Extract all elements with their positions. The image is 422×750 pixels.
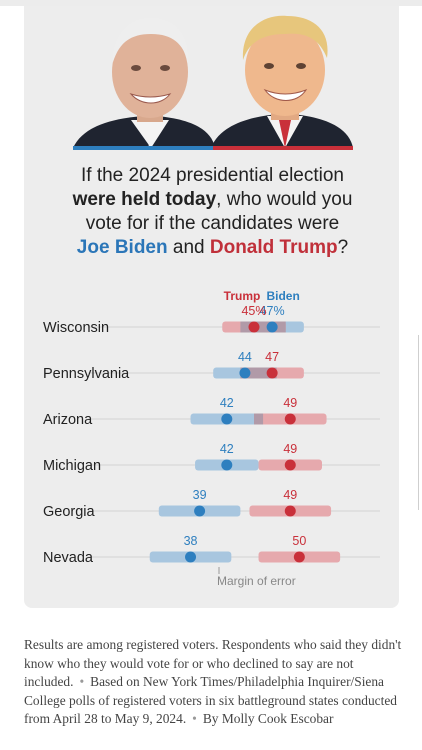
trump-value-label: 49 (283, 488, 297, 502)
candidate-color-bar (73, 146, 353, 150)
footnote-byline: By Molly Cook Escobar (202, 711, 334, 726)
overlap-moe-band (254, 413, 264, 425)
trump-color-strip (213, 146, 353, 150)
trump-dot (248, 321, 260, 333)
question-bold: were held today (72, 189, 217, 210)
poll-question: If the 2024 presidential election were h… (40, 164, 385, 260)
trump-dot (284, 413, 296, 425)
question-and: and (172, 237, 205, 258)
biden-dot (194, 505, 206, 517)
biden-value-label: 39 (193, 488, 207, 502)
question-line-2: were held today, who would you (40, 188, 385, 212)
trump-dot (284, 459, 296, 471)
state-label: Pennsylvania (43, 366, 130, 382)
state-label: Wisconsin (43, 320, 109, 336)
moe-annotation: Margin of error (217, 574, 296, 588)
biden-dot (221, 459, 233, 471)
state-label: Michigan (43, 458, 101, 474)
state-label: Georgia (43, 504, 96, 520)
footnote-results: Results are among registered voters. Res… (24, 637, 402, 689)
question-line-4: Joe Biden and Donald Trump? (40, 236, 385, 260)
biden-dot (239, 367, 251, 379)
candidate-portraits (73, 15, 353, 148)
trump-dot (284, 505, 296, 517)
legend-biden: Biden (266, 289, 299, 303)
page-edge-handle (418, 335, 422, 510)
biden-value-label: 42 (220, 442, 234, 456)
trump-dot (293, 551, 305, 563)
biden-dot (266, 321, 278, 333)
trump-value-label: 49 (283, 442, 297, 456)
overlap-moe-band (240, 367, 277, 379)
biden-name: Joe Biden (76, 237, 168, 258)
biden-value-label: 47% (260, 304, 285, 318)
trump-value-label: 45% (241, 304, 266, 318)
overlap-moe-band (240, 321, 286, 333)
question-line-1: If the 2024 presidential election (80, 165, 344, 186)
biden-color-strip (73, 146, 213, 150)
trump-dot (266, 367, 278, 379)
question-line-2-rest: , who would you (216, 189, 353, 210)
question-mark: ? (337, 237, 349, 258)
biden-value-label: 44 (238, 350, 252, 364)
biden-dot (185, 551, 197, 563)
poll-dot-chart: Trump Biden Wisconsin 47%45% Pennsylvania 44 4… (43, 289, 380, 588)
state-label: Arizona (43, 412, 93, 428)
biden-portrait (73, 18, 215, 148)
legend-trump: Trump (224, 289, 261, 303)
trump-name: Donald Trump (209, 237, 338, 258)
trump-value-label: 49 (283, 396, 297, 410)
question-line-3: vote for if the candidates were (85, 213, 340, 234)
footnote-source: Based on New York Times/Philadelphia Inq… (24, 674, 397, 726)
footnote-separator: • (79, 674, 85, 689)
trump-portrait (211, 15, 353, 148)
trump-value-label: 50 (292, 534, 306, 548)
state-label: Nevada (43, 550, 94, 566)
biden-value-label: 42 (220, 396, 234, 410)
biden-dot (221, 413, 233, 425)
trump-value-label: 47 (265, 350, 279, 364)
top-strip (0, 0, 422, 6)
footnote: Results are among registered voters. Res… (24, 636, 404, 729)
biden-value-label: 38 (184, 534, 198, 548)
footnote-separator: • (192, 711, 197, 726)
